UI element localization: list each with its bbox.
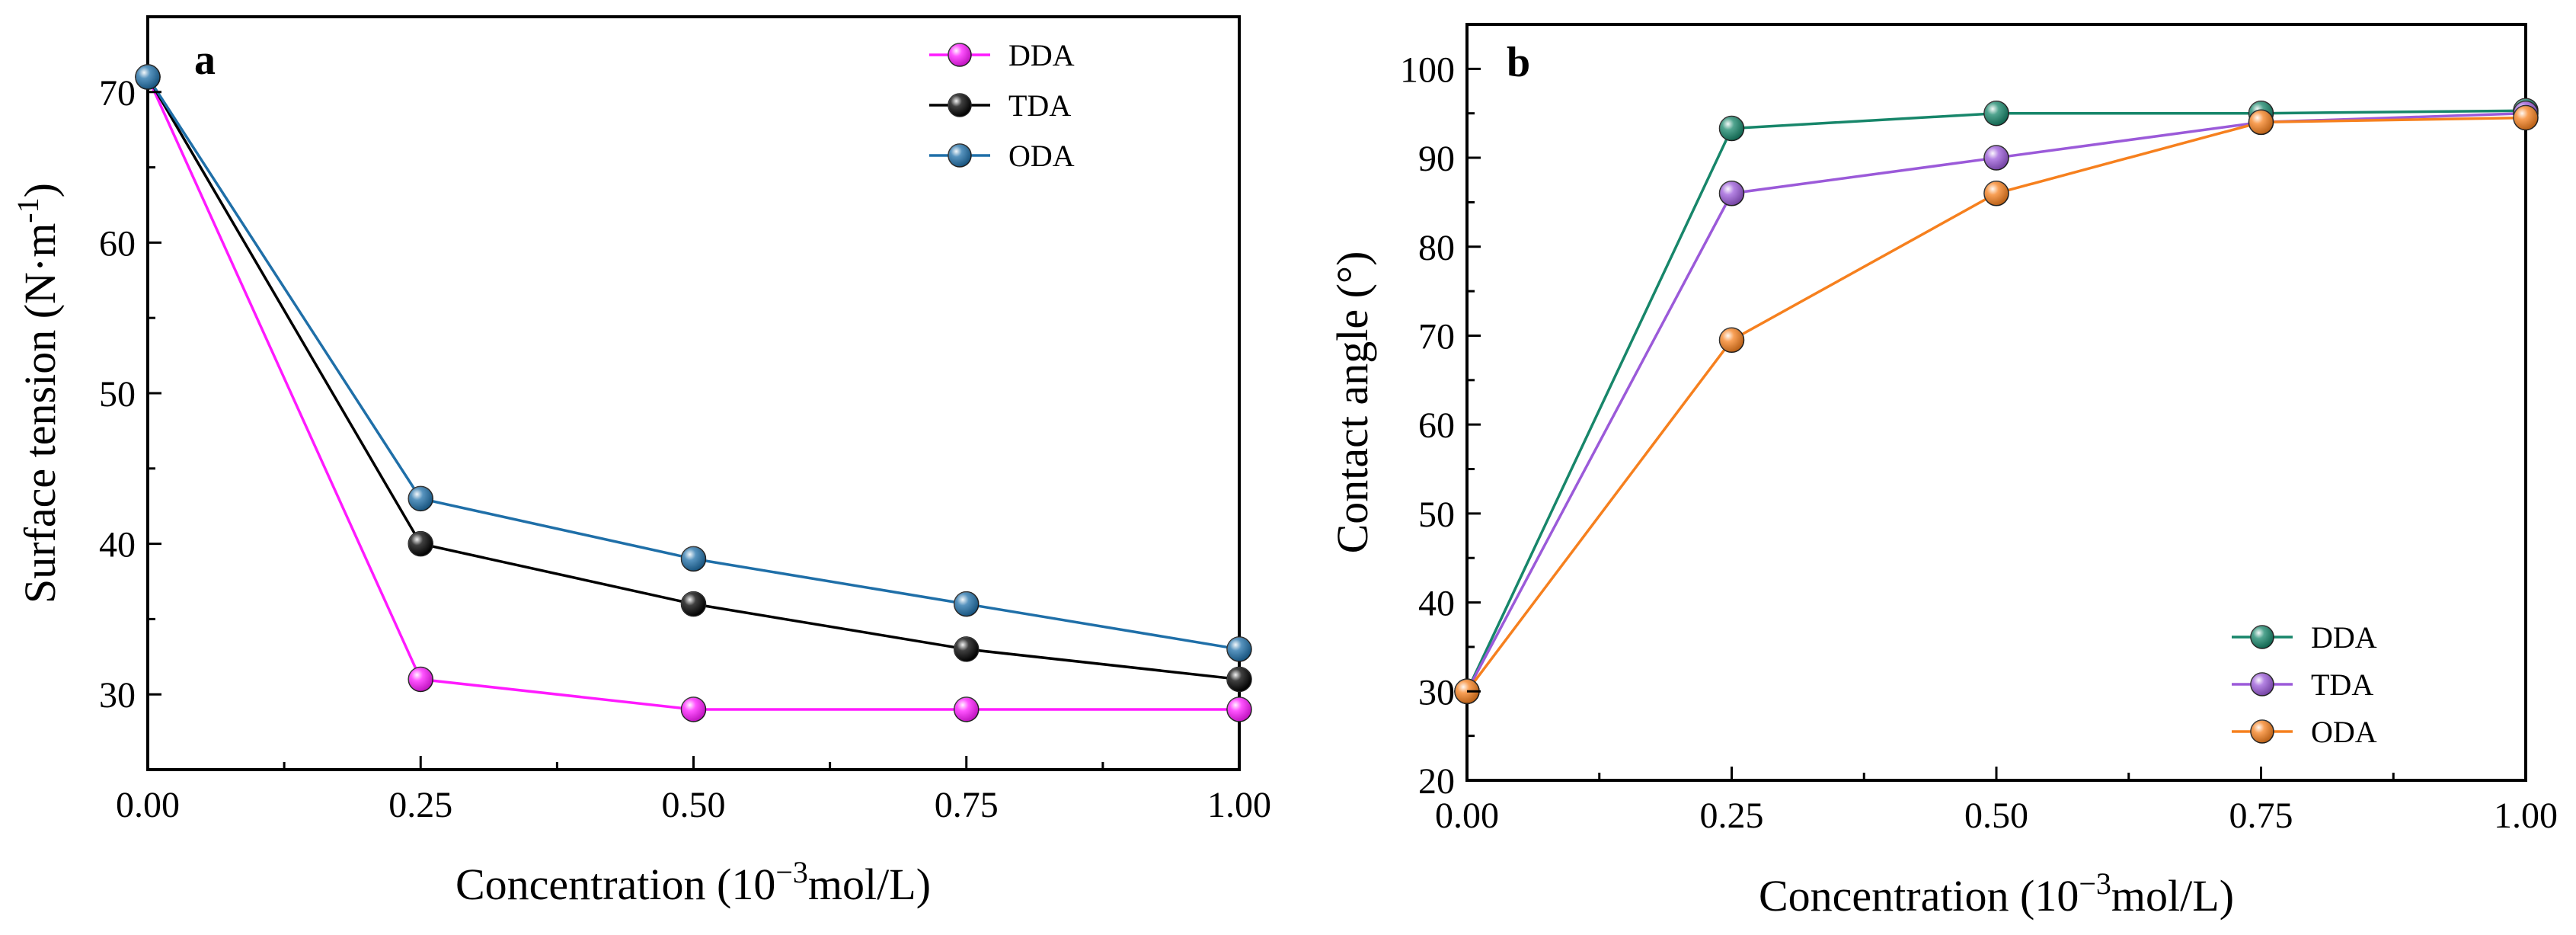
panel-label-a: a [194, 37, 216, 84]
data-point-highlight [408, 531, 433, 556]
data-point-highlight [1984, 146, 2009, 171]
data-point-highlight [954, 636, 979, 661]
data-point-highlight [681, 696, 706, 722]
legend-marker-highlight [2251, 720, 2274, 743]
data-point-highlight [1227, 696, 1251, 722]
panel-label-b: b [1507, 39, 1530, 86]
legend-marker-highlight [948, 43, 971, 66]
data-point-highlight [681, 546, 706, 572]
data-point-highlight [1984, 181, 2009, 206]
data-point-highlight [1719, 116, 1744, 141]
series-line-tda [146, 76, 1240, 681]
y-axis-label-a: Surface tension (N·m-1) [11, 183, 65, 604]
legend-label-dda: DDA [2311, 620, 2377, 655]
y-tick-label: 60 [1418, 405, 1455, 446]
y-tick-label: 50 [1418, 495, 1455, 535]
legend-marker-highlight [2251, 673, 2274, 696]
plot-frame-a [146, 15, 1241, 771]
data-point-highlight [1719, 328, 1744, 353]
y-tick-label: 100 [1400, 50, 1455, 90]
x-tick-label: 0.25 [1700, 796, 1764, 836]
y-tick-label: 70 [99, 73, 136, 114]
data-point-highlight [681, 591, 706, 616]
data-point-highlight [1227, 667, 1251, 692]
data-point-highlight [1984, 101, 2009, 126]
y-tick-label: 60 [99, 223, 136, 264]
legend-label-oda: ODA [2311, 715, 2377, 749]
x-tick-label: 0.00 [1435, 796, 1499, 836]
y-tick-label: 70 [1418, 316, 1455, 357]
x-axis-label-b: Concentration (10−3mol/L) [1759, 866, 2234, 921]
data-point-highlight [954, 696, 979, 722]
x-tick-label: 0.50 [662, 785, 726, 825]
x-tick-label: 1.00 [1207, 785, 1271, 825]
y-tick-label: 40 [99, 525, 136, 565]
data-point-highlight [1719, 181, 1744, 206]
y-tick-label: 80 [1418, 228, 1455, 268]
chart-panel-a: 0.00 0.25 0.50 0.75 1.00 30 40 50 60 70 a Concen… [11, 15, 1271, 909]
data-point-highlight [136, 65, 160, 90]
x-tick-label: 0.50 [1964, 796, 2028, 836]
data-point-highlight [408, 486, 433, 511]
data-point-highlight [2248, 110, 2274, 135]
x-tick-label: 0.00 [116, 785, 180, 825]
legend-marker-highlight [948, 144, 971, 167]
x-tick-label: 0.75 [2229, 796, 2293, 836]
y-tick-label: 30 [99, 675, 136, 716]
x-tick-label: 1.00 [2494, 796, 2558, 836]
legend-label-tda: TDA [2311, 668, 2373, 702]
chart-panel-b: 0.00 0.25 0.50 0.75 1.00 20 30 40 50 60 70 80 90 100… [1328, 23, 2558, 921]
y-tick-label: 20 [1418, 761, 1455, 802]
x-tick-label: 0.75 [935, 785, 999, 825]
y-tick-label: 50 [99, 374, 136, 415]
x-tick-label: 0.25 [388, 785, 452, 825]
y-axis-label-b: Contact angle (°) [1328, 251, 1377, 554]
legend-label-tda: TDA [1008, 88, 1071, 123]
data-point-highlight [954, 591, 979, 616]
y-tick-label: 40 [1418, 584, 1455, 624]
legend-label-dda: DDA [1008, 38, 1075, 72]
x-axis-label-a: Concentration (10−3mol/L) [455, 855, 931, 909]
legend-a: DDA TDA ODA [929, 38, 1075, 173]
data-point-highlight [2514, 105, 2538, 130]
data-point-highlight [1227, 636, 1251, 661]
legend-marker-highlight [2251, 626, 2274, 648]
legend-label-oda: ODA [1008, 139, 1075, 173]
legend-b: DDA TDA ODA [2232, 620, 2377, 749]
data-point-highlight [408, 667, 433, 692]
legend-marker-highlight [948, 94, 971, 117]
y-tick-label: 90 [1418, 139, 1455, 179]
y-tick-label: 30 [1418, 672, 1455, 712]
